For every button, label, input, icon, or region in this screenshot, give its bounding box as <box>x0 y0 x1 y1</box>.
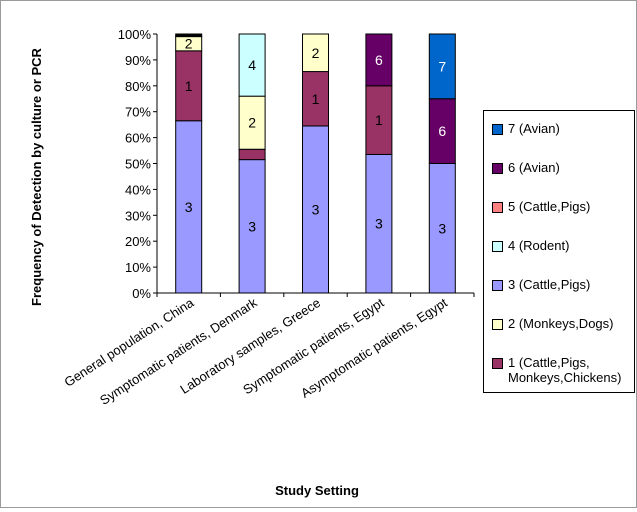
legend-swatch <box>492 280 503 291</box>
y-tick-label: 0% <box>132 286 151 301</box>
legend-swatch <box>492 163 503 174</box>
y-tick-label: 20% <box>125 234 151 249</box>
legend-swatch <box>492 319 503 330</box>
legend-label: 6 (Avian) <box>508 160 560 175</box>
legend-swatch <box>492 124 503 135</box>
segment-label: 3 <box>185 199 193 215</box>
segment-label: 7 <box>438 58 446 74</box>
legend-item: 2 (Monkeys,Dogs) <box>492 316 634 355</box>
y-tick-label: 80% <box>125 79 151 94</box>
segment-label: 3 <box>312 201 320 217</box>
segment-label: 3 <box>375 216 383 232</box>
bar-segment <box>238 95 266 150</box>
bar-segment <box>238 159 266 294</box>
bar-segment <box>365 33 393 87</box>
segment-label: 1 <box>312 91 320 107</box>
y-tick-label: 50% <box>125 157 151 172</box>
legend-swatch <box>492 202 503 213</box>
bar-segment <box>428 98 456 164</box>
legend-label: 5 (Cattle,Pigs) <box>508 199 591 214</box>
segment-label: 1 <box>185 78 193 94</box>
y-tick-label: 90% <box>125 53 151 68</box>
y-tick-label: 70% <box>125 105 151 120</box>
legend-label: 1 (Cattle,Pigs, Monkeys,Chickens) <box>508 355 622 385</box>
axes <box>156 34 475 297</box>
bar-segment <box>365 85 393 155</box>
legend-swatch <box>492 358 503 369</box>
bar-segment <box>238 33 266 97</box>
segment-label: 6 <box>375 52 383 68</box>
legend-item: 5 (Cattle,Pigs) <box>492 199 634 238</box>
segment-label: 2 <box>312 45 320 61</box>
y-tick-label: 60% <box>125 131 151 146</box>
y-tick-labels: 0% 10% 20% 30% 40% 50% 60% 70% 80% 90% 100% <box>118 27 152 301</box>
bars: 3 1 2 3 2 4 3 1 2 3 1 6 3 6 7 <box>175 33 456 294</box>
legend-swatch <box>492 241 503 252</box>
legend-label: 2 (Monkeys,Dogs) <box>508 316 614 331</box>
y-tick-label: 40% <box>125 182 151 197</box>
bar-segment <box>175 50 203 122</box>
legend-item: 3 (Cattle,Pigs) <box>492 277 634 316</box>
bar-segment <box>302 33 329 73</box>
segment-label: 2 <box>248 115 256 131</box>
segment-label: 6 <box>438 123 446 139</box>
legend-item: 4 (Rodent) <box>492 238 634 277</box>
y-axis-label: Frequency of Detection by culture or PCR <box>29 47 44 305</box>
y-tick-label: 10% <box>125 260 151 275</box>
bar-segment <box>175 33 203 38</box>
bar-segment <box>238 148 266 161</box>
legend: 7 (Avian) 6 (Avian) 5 (Cattle,Pigs) 4 (Rode… <box>483 110 635 393</box>
bar-segment <box>365 153 393 294</box>
segment-label: 4 <box>248 57 256 73</box>
legend-item: 1 (Cattle,Pigs, Monkeys,Chickens) <box>492 355 634 394</box>
segment-label: 1 <box>375 112 383 128</box>
y-tick-label: 30% <box>125 208 151 223</box>
x-axis-label: Study Setting <box>275 483 359 498</box>
bar-segment <box>175 120 203 294</box>
segment-label: 2 <box>185 36 193 52</box>
legend-item: 7 (Avian) <box>492 121 634 160</box>
segment-label: 3 <box>438 220 446 236</box>
bar-segment <box>428 33 456 100</box>
segment-label: 3 <box>248 218 256 234</box>
y-tick-label: 100% <box>118 27 152 42</box>
gridlines <box>153 33 157 294</box>
bar-segment <box>428 163 456 294</box>
legend-label: 4 (Rodent) <box>508 238 570 253</box>
legend-label: 3 (Cattle,Pigs) <box>508 277 591 292</box>
legend-label: 7 (Avian) <box>508 121 560 136</box>
legend-item: 6 (Avian) <box>492 160 634 199</box>
